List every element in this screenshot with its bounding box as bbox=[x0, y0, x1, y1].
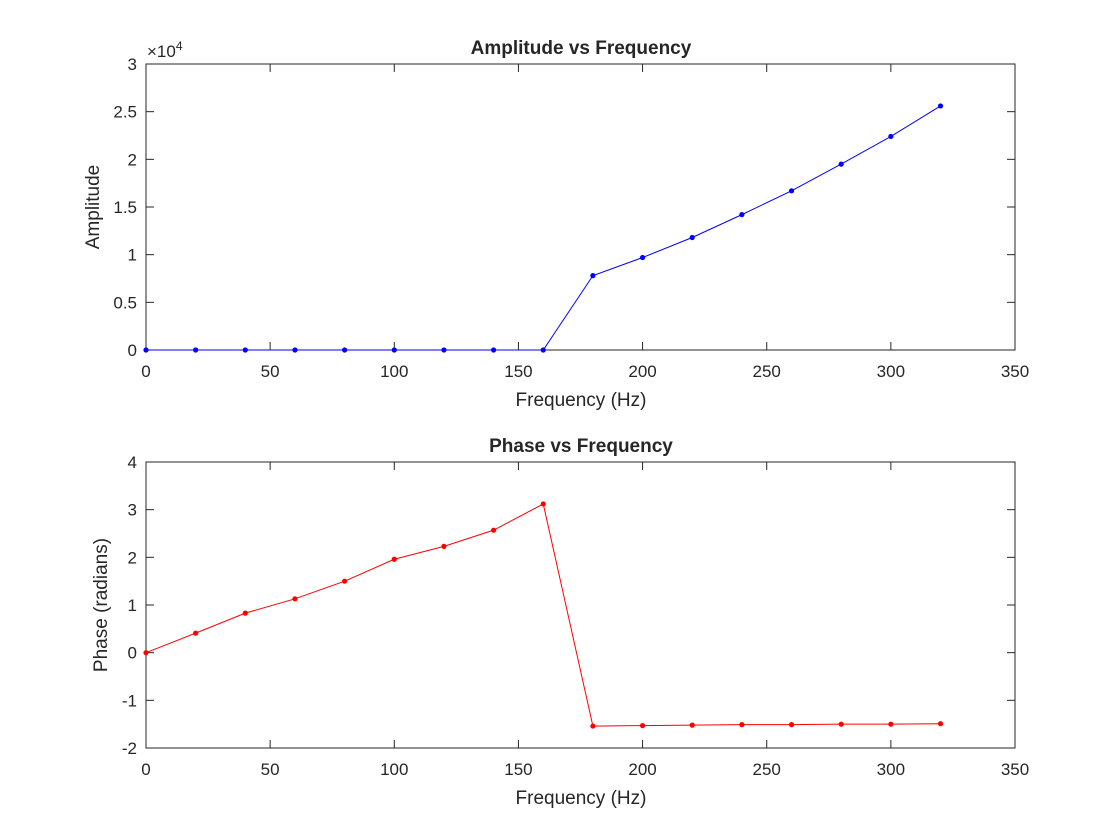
phase-data-point bbox=[342, 578, 348, 584]
phase-data-point bbox=[639, 722, 646, 729]
phase-data-point bbox=[590, 723, 596, 729]
amplitude-x-tick-label: 250 bbox=[753, 362, 781, 381]
amplitude-data-point bbox=[888, 133, 894, 140]
phase-y-tick-label: 4 bbox=[128, 453, 137, 472]
amplitude-data-point bbox=[292, 347, 298, 353]
phase-x-tick-label: 300 bbox=[877, 760, 905, 779]
amplitude-x-tick-label: 50 bbox=[261, 362, 280, 381]
amplitude-y-tick-label: 2.5 bbox=[113, 103, 137, 122]
amplitude-x-tick-label: 200 bbox=[628, 362, 656, 381]
phase-data-point bbox=[242, 610, 248, 616]
phase-x-axis-label: Frequency (Hz) bbox=[516, 788, 647, 809]
phase-data-point bbox=[193, 630, 199, 636]
amplitude-x-tick-label: 100 bbox=[380, 362, 408, 381]
amplitude-y-tick-label: 0 bbox=[128, 341, 137, 360]
amplitude-data-point bbox=[441, 347, 447, 353]
amplitude-x-tick-label: 0 bbox=[141, 362, 150, 381]
phase-x-tick-label: 50 bbox=[261, 760, 280, 779]
amplitude-chart-title: Amplitude vs Frequency bbox=[471, 38, 692, 59]
amplitude-x-tick-label: 350 bbox=[1001, 362, 1029, 381]
amplitude-y-tick-label: 0.5 bbox=[113, 293, 137, 312]
amplitude-y-multiplier: ×104 bbox=[147, 39, 183, 61]
phase-y-tick-label: -2 bbox=[122, 739, 137, 758]
amplitude-data-point bbox=[639, 254, 646, 261]
phase-data-point bbox=[937, 721, 944, 727]
phase-x-tick-label: 100 bbox=[380, 760, 408, 779]
phase-data-point bbox=[540, 501, 546, 507]
amplitude-data-point bbox=[391, 347, 397, 353]
amplitude-axes: Amplitude vs Frequency Frequency (Hz) Am… bbox=[83, 38, 1029, 411]
amplitude-x-axis-label: Frequency (Hz) bbox=[516, 390, 647, 411]
phase-plot-area bbox=[145, 461, 1016, 749]
amplitude-data-point bbox=[143, 347, 149, 353]
amplitude-y-tick-label: 2 bbox=[128, 150, 137, 169]
amplitude-plot-area bbox=[145, 63, 1016, 351]
phase-data-point bbox=[689, 722, 695, 728]
amplitude-data-point bbox=[540, 347, 546, 353]
phase-x-tick-label: 150 bbox=[504, 760, 532, 779]
amplitude-y-tick-label: 3 bbox=[128, 55, 137, 74]
amplitude-data-point bbox=[491, 347, 497, 353]
phase-y-tick-label: 1 bbox=[128, 596, 137, 615]
amplitude-y-multiplier-exponent: 4 bbox=[176, 39, 183, 53]
phase-x-tick-label: 0 bbox=[141, 760, 150, 779]
amplitude-x-tick-label: 300 bbox=[877, 362, 905, 381]
amplitude-data-point bbox=[838, 161, 844, 167]
amplitude-data-point bbox=[193, 347, 199, 353]
amplitude-data-point bbox=[937, 103, 944, 109]
phase-x-tick-label: 200 bbox=[628, 760, 656, 779]
amplitude-y-axis-label: Amplitude bbox=[83, 165, 104, 250]
phase-data-point bbox=[838, 721, 844, 727]
phase-data-point bbox=[788, 722, 795, 728]
phase-x-tick-label: 350 bbox=[1001, 760, 1029, 779]
phase-chart-title: Phase vs Frequency bbox=[489, 436, 673, 457]
amplitude-y-tick-label: 1.5 bbox=[113, 198, 137, 217]
amplitude-y-multiplier-base: ×10 bbox=[147, 42, 176, 61]
phase-data-point bbox=[441, 543, 447, 549]
phase-y-tick-label: 2 bbox=[128, 548, 137, 567]
amplitude-data-point bbox=[590, 273, 596, 279]
phase-data-point bbox=[888, 721, 894, 727]
phase-axes: Phase vs Frequency Frequency (Hz) Phase … bbox=[91, 436, 1029, 809]
phase-data-point bbox=[143, 650, 149, 656]
amplitude-data-point bbox=[689, 234, 695, 241]
amplitude-x-tick-label: 150 bbox=[504, 362, 532, 381]
phase-y-tick-label: 0 bbox=[128, 644, 137, 663]
phase-data-point bbox=[739, 722, 745, 728]
phase-data-point bbox=[491, 527, 497, 533]
amplitude-data-point bbox=[739, 212, 745, 218]
amplitude-data-point bbox=[242, 347, 248, 353]
phase-y-tick-label: -1 bbox=[122, 691, 137, 710]
amplitude-data-point bbox=[342, 347, 348, 353]
phase-y-axis-label: Phase (radians) bbox=[91, 538, 112, 672]
amplitude-y-tick-label: 1 bbox=[128, 246, 137, 265]
phase-x-tick-label: 250 bbox=[753, 760, 781, 779]
phase-data-point bbox=[391, 556, 397, 562]
phase-y-tick-label: 3 bbox=[128, 501, 137, 520]
amplitude-data-point bbox=[788, 188, 795, 194]
phase-data-point bbox=[292, 596, 298, 602]
